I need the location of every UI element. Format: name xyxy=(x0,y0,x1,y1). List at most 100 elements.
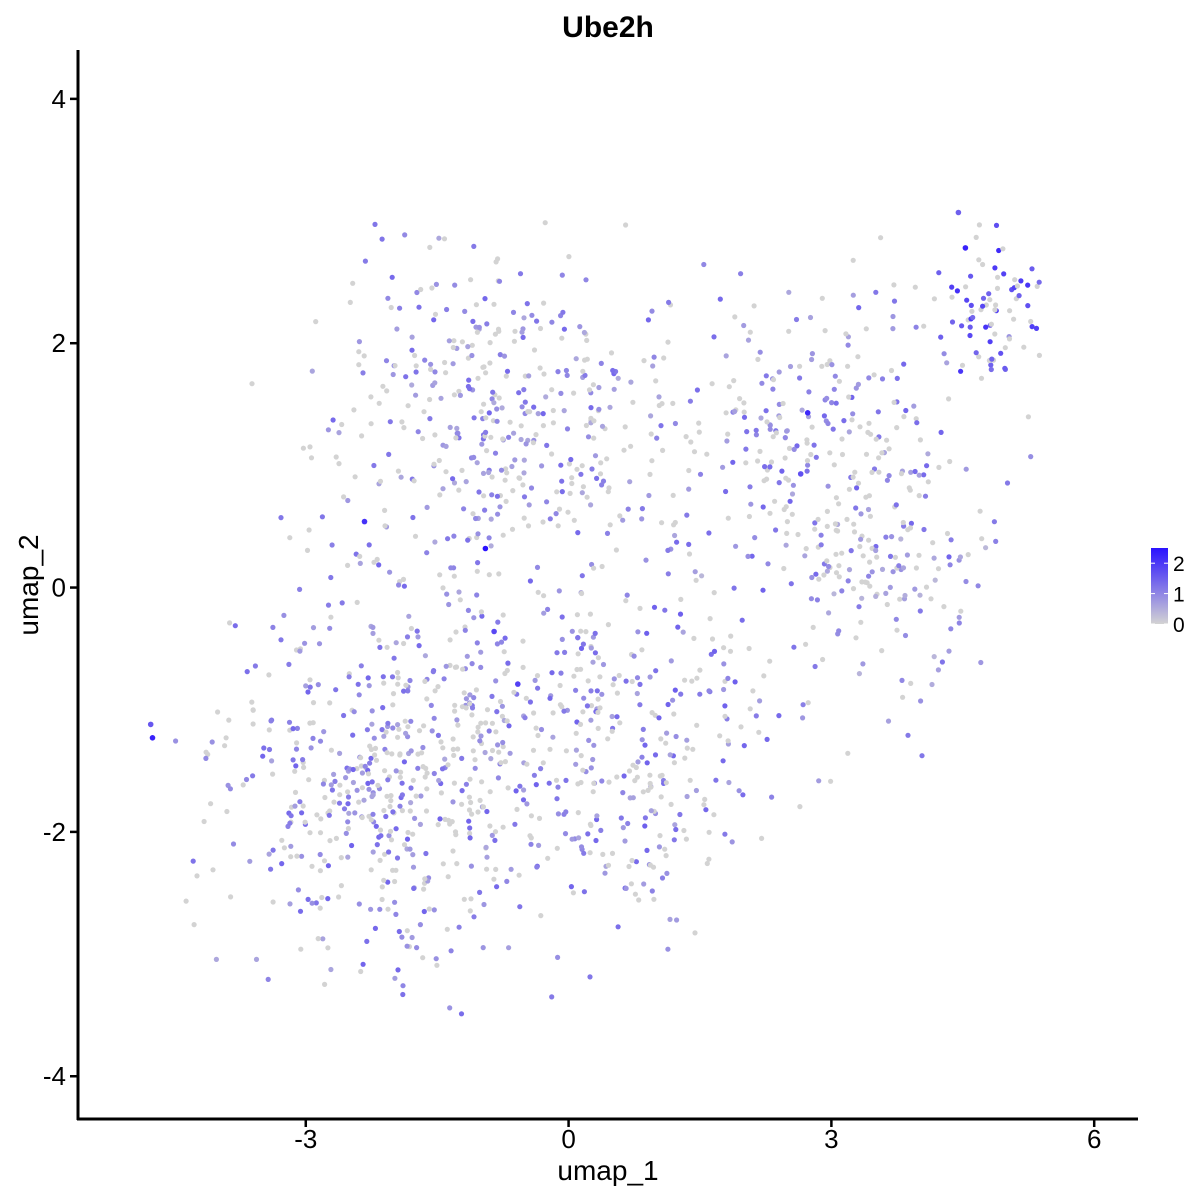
cell-point xyxy=(797,804,803,810)
cell-point xyxy=(549,451,555,457)
cell-point xyxy=(717,733,723,739)
cell-point xyxy=(843,331,849,337)
cell-point xyxy=(450,848,456,854)
cell-point xyxy=(787,363,794,370)
cell-point xyxy=(358,755,364,761)
cell-point xyxy=(559,478,565,484)
cell-point xyxy=(732,679,738,685)
cell-point xyxy=(482,749,488,756)
cell-point xyxy=(382,507,388,513)
cell-point xyxy=(630,762,636,768)
cell-point xyxy=(722,703,728,709)
cell-point xyxy=(697,471,704,477)
cell-point xyxy=(380,705,386,711)
cell-point xyxy=(821,572,827,578)
cell-point xyxy=(398,474,404,480)
cell-point xyxy=(948,626,954,632)
cell-point xyxy=(508,866,514,872)
cell-point xyxy=(376,400,382,406)
x-tick-label: -3 xyxy=(294,1124,317,1154)
cell-point xyxy=(492,829,499,835)
cell-point xyxy=(813,454,819,460)
cell-point xyxy=(483,720,489,726)
cell-point xyxy=(424,696,430,702)
cell-point xyxy=(647,471,653,477)
cell-point xyxy=(649,458,655,464)
cell-point xyxy=(512,821,518,827)
cell-point-high-expression xyxy=(361,518,368,525)
cell-point xyxy=(839,436,845,442)
cell-point xyxy=(519,329,525,335)
cell-point xyxy=(640,726,646,733)
cell-point xyxy=(451,392,457,398)
cell-point xyxy=(366,542,372,548)
cell-point xyxy=(773,527,779,533)
cell-point xyxy=(392,899,398,905)
cell-point xyxy=(648,784,654,790)
cell-point xyxy=(983,545,989,551)
cell-point xyxy=(614,774,620,780)
cell-point xyxy=(699,573,705,579)
cell-point xyxy=(359,770,365,776)
cell-point xyxy=(806,389,812,395)
cell-point xyxy=(832,521,839,527)
cell-point xyxy=(357,553,363,560)
cell-point xyxy=(776,369,782,375)
cell-point xyxy=(642,823,648,829)
cell-point xyxy=(662,607,668,613)
cell-point xyxy=(946,648,952,654)
y-axis-title: umap_2 xyxy=(13,534,44,635)
cell-point xyxy=(521,387,527,393)
cell-point xyxy=(973,350,979,356)
cell-point xyxy=(808,596,815,602)
cell-point xyxy=(665,339,671,345)
cell-point xyxy=(863,326,869,332)
cell-point xyxy=(489,720,495,726)
cell-point xyxy=(849,417,855,423)
cell-point xyxy=(190,858,196,864)
cell-point xyxy=(230,841,237,847)
cell-point xyxy=(912,586,918,592)
cell-point xyxy=(684,512,690,518)
cell-point xyxy=(249,381,255,387)
cell-point xyxy=(429,285,435,291)
cell-point xyxy=(749,553,755,559)
cell-point xyxy=(835,528,841,534)
cell-point xyxy=(469,705,476,711)
cell-point xyxy=(446,601,452,608)
cell-point xyxy=(443,469,449,475)
cell-point xyxy=(1021,344,1027,350)
cell-point xyxy=(711,648,718,655)
cell-point xyxy=(573,730,579,736)
cell-point xyxy=(706,688,712,694)
cell-point xyxy=(704,451,710,457)
cell-point xyxy=(783,542,789,548)
cell-point xyxy=(921,472,927,478)
cell-point xyxy=(390,371,396,378)
cell-point xyxy=(802,553,808,559)
cell-point xyxy=(397,305,403,311)
cell-point xyxy=(829,400,835,406)
cell-point xyxy=(292,768,298,774)
cell-point xyxy=(478,720,484,726)
cell-point xyxy=(762,464,768,470)
cell-point xyxy=(404,836,411,842)
cell-point xyxy=(935,566,942,572)
cell-point xyxy=(590,789,596,795)
cell-point xyxy=(456,589,462,595)
cell-point xyxy=(443,663,449,669)
cell-point xyxy=(507,419,513,425)
cell-point-high-expression xyxy=(962,245,969,251)
cell-point xyxy=(369,779,375,785)
cell-point xyxy=(750,688,756,694)
cell-point xyxy=(317,851,323,858)
cell-point xyxy=(278,637,284,643)
cell-point xyxy=(686,551,693,557)
cell-point xyxy=(420,744,426,751)
cell-point xyxy=(173,738,179,744)
cell-point xyxy=(635,759,641,765)
cell-point xyxy=(407,677,413,684)
cell-point xyxy=(565,509,571,515)
cell-point xyxy=(779,468,785,474)
cell-point xyxy=(494,641,500,647)
